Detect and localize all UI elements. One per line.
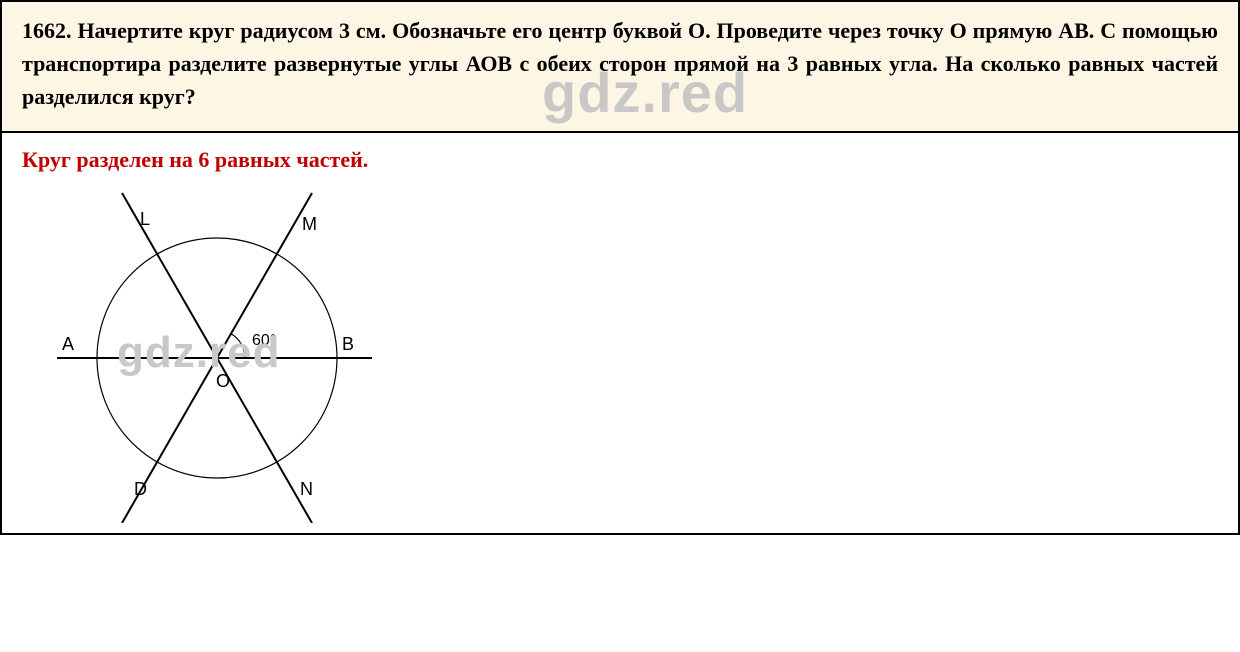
content-wrap: 1662. Начертите круг радиусом 3 см. Обоз… (2, 0, 1238, 533)
answer-block: Круг разделен на 6 равных частей. 60° A B L… (2, 133, 1238, 533)
svg-text:M: M (302, 214, 317, 234)
svg-text:B: B (342, 334, 354, 354)
circle-diagram: 60°ABLMDNO gdz.red (22, 183, 392, 523)
answer-text: Круг разделен на 6 равных частей. (22, 147, 1218, 173)
svg-text:60°: 60° (252, 332, 276, 349)
page-container: 1662. Начертите круг радиусом 3 см. Обоз… (0, 0, 1240, 535)
problem-text: 1662. Начертите круг радиусом 3 см. Обоз… (22, 14, 1218, 113)
svg-text:A: A (62, 334, 74, 354)
svg-text:D: D (134, 479, 147, 499)
problem-block: 1662. Начертите круг радиусом 3 см. Обоз… (2, 0, 1238, 133)
svg-text:L: L (140, 209, 150, 229)
svg-text:O: O (216, 371, 230, 391)
svg-text:N: N (300, 479, 313, 499)
diagram-svg: 60° A B L M D N O (22, 183, 392, 523)
